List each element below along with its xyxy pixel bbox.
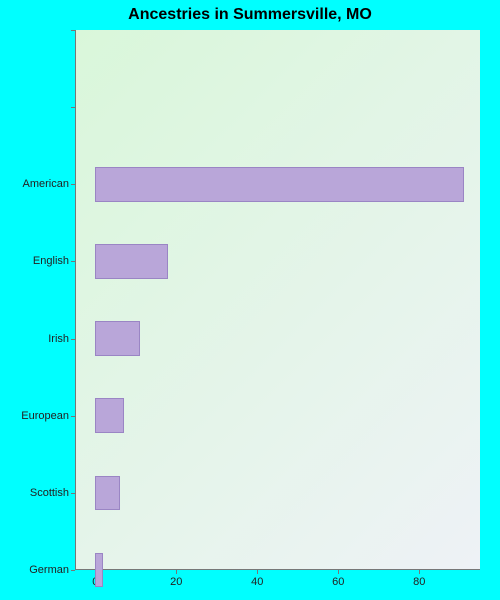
y-tick-label: European — [21, 410, 75, 422]
x-tick-label: 60 — [332, 570, 344, 588]
bar — [95, 553, 103, 588]
chart-title: Ancestries in Summersville, MO — [0, 6, 500, 24]
bar — [95, 398, 123, 433]
bar — [95, 321, 140, 356]
y-tick-label: Irish — [48, 333, 75, 345]
x-tick-label: 40 — [251, 570, 263, 588]
plot-area: 020406080AmericanEnglishIrishEuropeanSco… — [75, 30, 480, 570]
y-tick-label: German — [29, 564, 75, 576]
y-tick-mark — [71, 30, 75, 31]
y-tick-label: American — [23, 178, 75, 190]
y-axis-line — [75, 30, 76, 570]
bar — [95, 244, 168, 279]
x-tick-label: 20 — [170, 570, 182, 588]
y-tick-mark — [71, 107, 75, 108]
x-tick-label: 80 — [413, 570, 425, 588]
y-tick-label: English — [33, 255, 75, 267]
bar — [95, 476, 119, 511]
y-tick-label: Scottish — [30, 487, 75, 499]
page-root: Ancestries in Summersville, MO City-Data… — [0, 0, 500, 600]
bar — [95, 167, 464, 202]
